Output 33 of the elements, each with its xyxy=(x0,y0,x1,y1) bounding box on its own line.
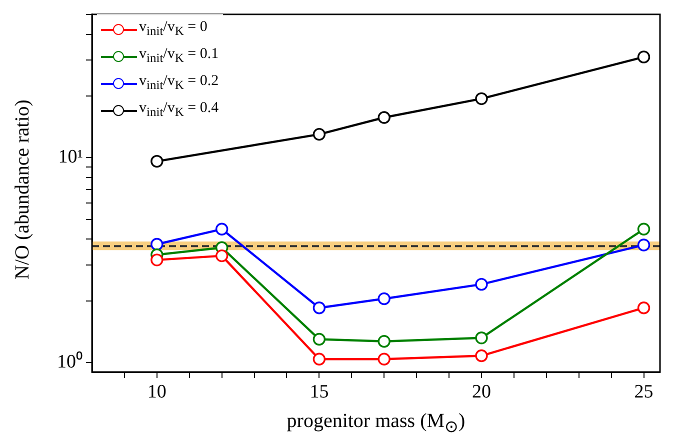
x-tick-label: 20 xyxy=(472,381,491,402)
point xyxy=(150,238,164,251)
point xyxy=(637,238,650,252)
point xyxy=(475,278,488,291)
point xyxy=(378,352,390,366)
point xyxy=(637,50,650,64)
point xyxy=(378,334,390,348)
x-tick-label: 25 xyxy=(634,381,654,402)
legend-label: v$_{init}$/v$_{K}$ = 0.1 xyxy=(139,45,219,67)
point xyxy=(312,302,326,314)
legend-label: v$_{init}$/v$_{K}$ = 0.2 xyxy=(139,72,219,94)
point xyxy=(312,128,326,141)
y-axis-title: N/O (abundance ratio) xyxy=(12,98,34,282)
point xyxy=(150,154,164,168)
y-tick-label: 10¹ xyxy=(58,146,84,168)
point xyxy=(215,222,228,236)
legend-label: v$_{init}$/v$_{K}$ = 0 xyxy=(139,18,208,40)
point xyxy=(475,92,488,106)
x-axis-title: progenitor mass (M$_{⊙}$) xyxy=(286,410,466,437)
point xyxy=(475,332,488,344)
point xyxy=(637,222,650,236)
point xyxy=(378,292,390,306)
point xyxy=(312,332,326,346)
point xyxy=(637,302,650,314)
y-tick-label: 10⁰ xyxy=(57,350,83,373)
point xyxy=(215,249,228,262)
point xyxy=(475,349,488,362)
point xyxy=(150,254,164,266)
x-tick-label: 15 xyxy=(310,381,329,402)
point xyxy=(312,352,326,366)
x-tick-label: 10 xyxy=(147,381,166,402)
point xyxy=(378,111,390,124)
legend-label: v$_{init}$/v$_{K}$ = 0.4 xyxy=(139,99,219,121)
